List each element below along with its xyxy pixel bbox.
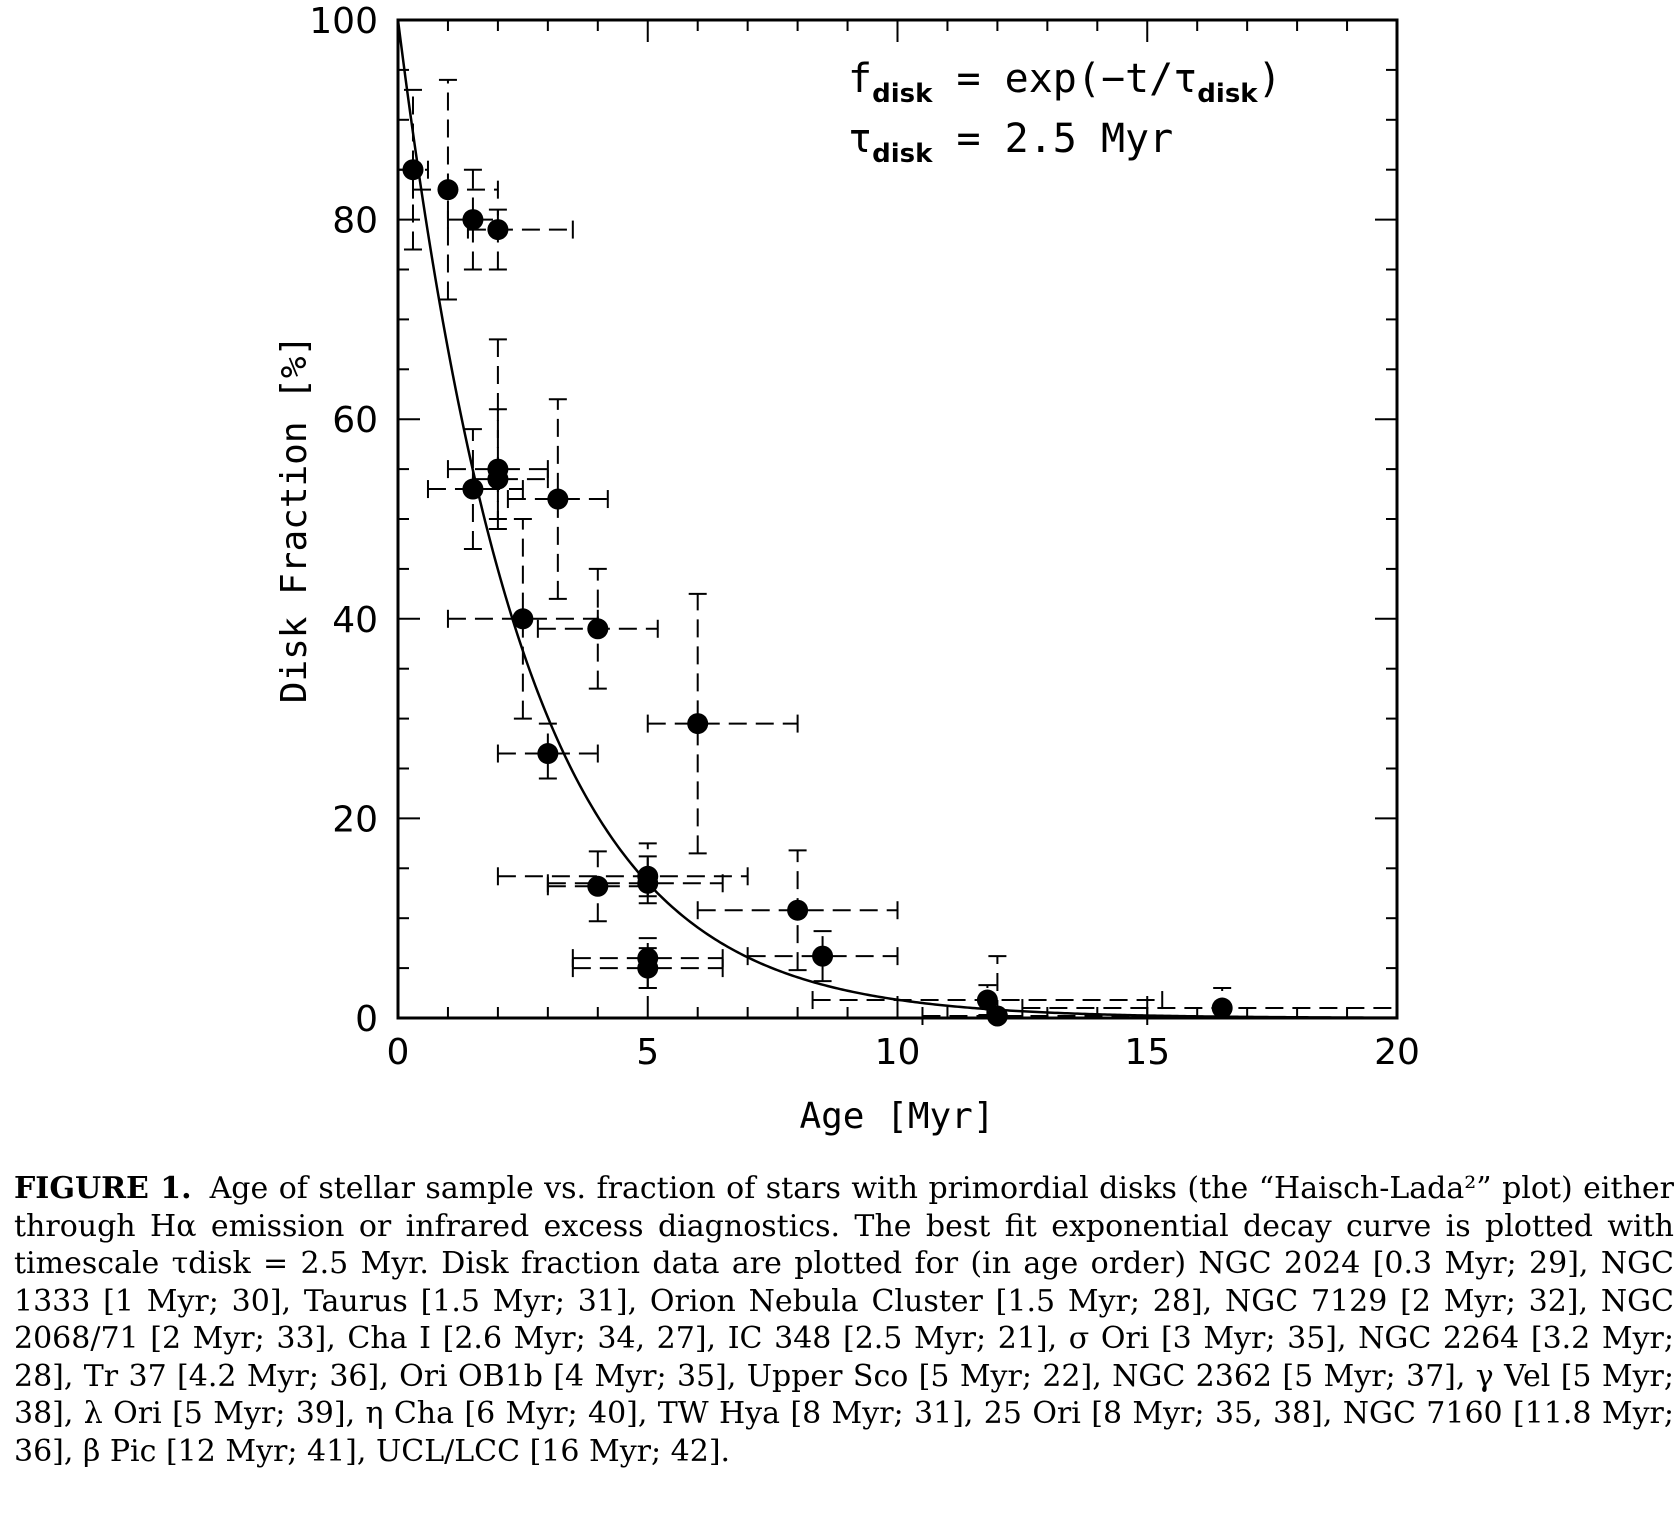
data-point [402,159,424,181]
data-point [637,957,659,979]
data-points [402,159,1233,1027]
x-tick-label: 5 [636,1032,659,1073]
data-point [687,713,709,735]
caption-text: Age of stellar sample vs. fraction of st… [14,1171,1674,1469]
y-tick-label: 60 [332,400,378,441]
x-axis-title: Age [Myr] [799,1096,994,1137]
formula-f-sub: disk [872,79,933,109]
data-point [1211,997,1233,1019]
formula-tau: τ [848,116,872,162]
y-tick-label: 0 [355,999,378,1040]
axis-ticks [397,19,1398,1019]
formula-line-1: fdisk = exp(−t/τdisk) [848,56,1282,109]
formula-tau-sub-2: disk [872,139,933,169]
data-point [537,743,559,765]
formula-eq: = [932,56,1004,102]
x-tick-label: 10 [875,1032,921,1073]
plot-frame [396,18,1399,1020]
formula-exp: exp(−t/τ [1005,56,1198,102]
data-point [437,179,459,201]
fit-curve [396,19,1398,1019]
x-tick-label: 20 [1374,1032,1420,1073]
formula-line-2: τdisk = 2.5 Myr [848,116,1173,169]
formula-value: 2.5 Myr [1005,116,1174,162]
y-tick-label: 80 [332,201,378,242]
error-bars [397,78,1398,1026]
disk-fraction-plot: 0 5 10 15 20 0 20 40 60 80 100 Age [Myr] Disk Frac… [274,1,1420,1137]
data-point [637,872,659,894]
y-axis-title: Disk Fraction [%] [274,335,315,703]
data-point [587,618,609,640]
data-point [976,989,998,1011]
formula-close: ) [1258,56,1282,102]
data-point [512,608,534,630]
y-tick-label: 100 [309,1,378,42]
formula-tau-sub: disk [1197,79,1258,109]
y-tick-label: 20 [332,799,378,840]
figure-label: FIGURE 1. [14,1171,192,1206]
data-point [587,875,609,897]
x-tick-label: 15 [1124,1032,1170,1073]
formula-f: f [848,56,872,102]
formula-eq-2: = [932,116,1004,162]
data-point [547,488,569,510]
tick-labels: 0 5 10 15 20 0 20 40 60 80 100 [309,1,1420,1073]
figure-caption: FIGURE 1. Age of stellar sample vs. fract… [14,1170,1674,1470]
data-point [462,209,484,231]
x-tick-label: 0 [387,1032,410,1073]
data-point [812,945,834,967]
data-point [487,468,509,490]
data-point [462,478,484,500]
y-tick-label: 40 [332,600,378,641]
data-point [487,219,509,241]
data-point [787,899,809,921]
